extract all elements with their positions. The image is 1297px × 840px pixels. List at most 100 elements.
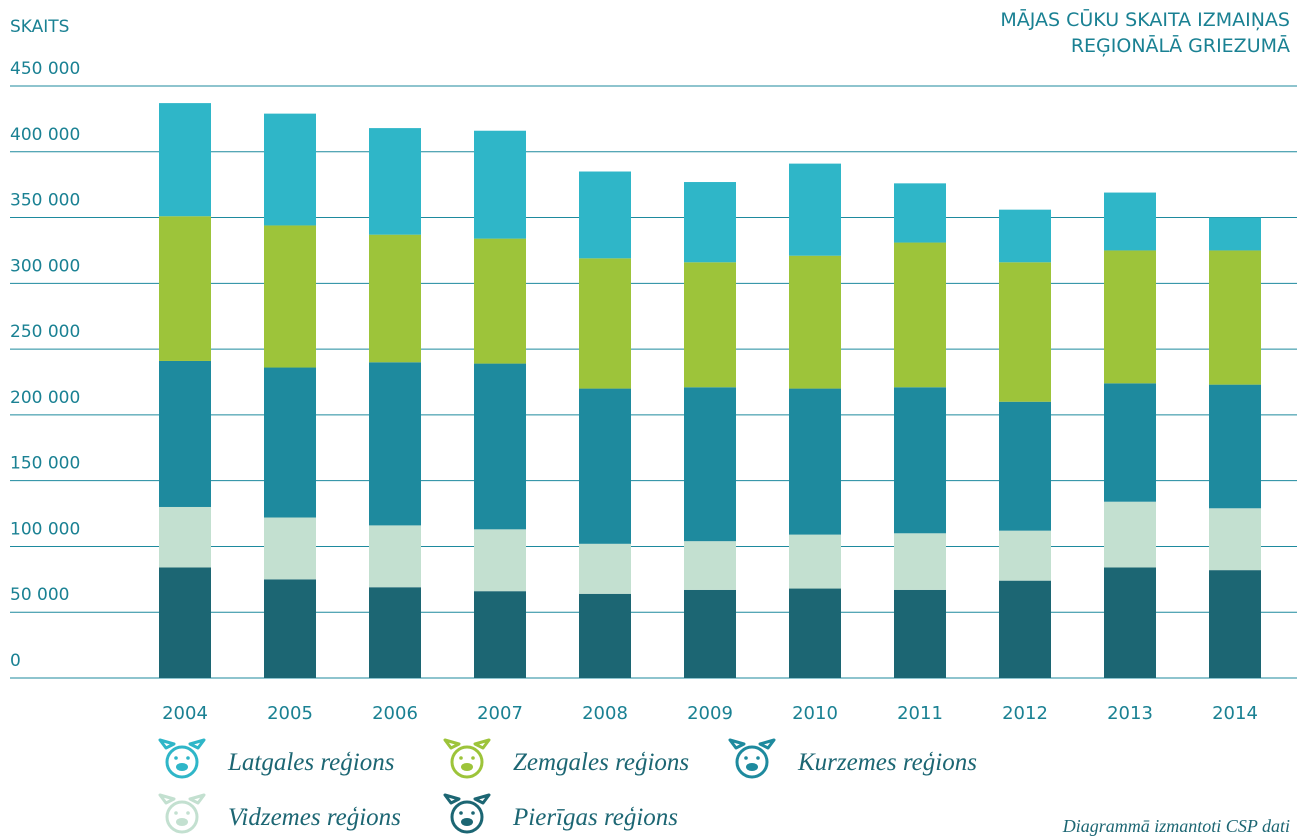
legend-icon [174,811,178,815]
legend-icon [158,738,206,750]
x-tick-label: 2008 [582,703,628,724]
bar-segment [579,258,631,389]
legend-icon [165,800,199,834]
bar-segment [579,388,631,544]
legend-icon [176,763,188,771]
y-tick-label: 50 000 [10,585,69,605]
y-tick-label: 350 000 [10,191,80,211]
bar-segment [684,589,736,678]
bar-segment [474,591,526,678]
bar-segment [999,262,1051,402]
legend-item: Kurzemes reģions [728,738,977,779]
legend-icon [450,800,484,834]
y-tick-label: 0 [10,651,21,671]
bar-segment [264,225,316,368]
legend-icon [165,745,199,779]
legend-icon [443,793,491,805]
legend-icon [746,763,758,771]
legend-icon [459,756,463,760]
source-note: Diagrammā izmantoti CSP dati [1062,816,1290,836]
bar-segment [894,242,946,388]
bar-segment [789,388,841,535]
bar-segment [1209,508,1261,571]
x-tick-label: 2010 [792,703,838,724]
y-tick-label: 450 000 [10,59,80,79]
bar-segment [264,517,316,580]
x-tick-label: 2013 [1107,703,1153,724]
legend-label: Latgales reģions [227,749,394,776]
y-tick-label: 150 000 [10,454,80,474]
bar-segment [894,589,946,678]
bar-segment [264,113,316,226]
legend-icon [461,763,473,771]
bar-segment [1209,250,1261,385]
bar-segment [264,579,316,678]
bar-segment [894,533,946,590]
bar-segment [789,255,841,389]
legend-icon [461,818,473,826]
bar-segment [1104,192,1156,251]
bar-segment [999,530,1051,581]
bar-segment [1104,501,1156,568]
legend-icon [176,818,188,826]
legend-item: Vidzemes reģions [158,793,401,834]
legend-icon [459,811,463,815]
bar-segment [369,587,421,678]
bar-segment [1209,570,1261,678]
bar-segment [999,580,1051,678]
legend-icon [443,738,491,750]
legend-icon [450,745,484,779]
bar-segment [684,262,736,388]
y-tick-label: 250 000 [10,322,80,342]
y-axis-label: SKAITS [10,17,69,37]
bar-segment [1209,217,1261,251]
y-tick-label: 100 000 [10,519,80,539]
bar-segment [1104,567,1156,678]
bar-segment [1104,250,1156,384]
bar-segment [159,567,211,678]
bar-segment [474,238,526,364]
bar-segment [894,387,946,534]
bar-segment [474,529,526,592]
legend-icon [744,756,748,760]
legend-label: Pierīgas reģions [512,804,678,831]
bar-segment [159,360,211,507]
x-tick-label: 2011 [897,703,943,724]
bar-segment [369,525,421,588]
x-tick-label: 2005 [267,703,313,724]
legend-icon [735,745,769,779]
bar-segment [789,534,841,589]
legend-icon [186,756,190,760]
bar-segment [264,367,316,518]
x-tick-label: 2009 [687,703,733,724]
y-tick-label: 400 000 [10,125,80,145]
legend-icon [174,756,178,760]
bar-segment [369,362,421,526]
bar-segment [369,128,421,235]
bar-segment [579,543,631,594]
legend-icon [471,756,475,760]
bar-segment [159,103,211,217]
bar-segment [684,387,736,542]
bar-segment [579,593,631,678]
bar-segment [789,163,841,256]
y-tick-label: 300 000 [10,256,80,276]
bar-segment [159,506,211,568]
legend-icon [756,756,760,760]
bar-segment [369,234,421,363]
legend-icon [728,738,776,750]
x-tick-label: 2014 [1212,703,1258,724]
y-tick-label: 200 000 [10,388,80,408]
legend-icon [186,811,190,815]
bar-segment [999,209,1051,263]
bar-segment [684,541,736,590]
x-tick-label: 2012 [1002,703,1048,724]
legend-label: Zemgales reģions [513,749,689,776]
x-tick-label: 2004 [162,703,208,724]
bar-segment [894,183,946,243]
legend-item: Latgales reģions [158,738,394,779]
legend-item: Pierīgas reģions [443,793,678,834]
bar-segment [474,363,526,530]
bar-segment [579,171,631,259]
